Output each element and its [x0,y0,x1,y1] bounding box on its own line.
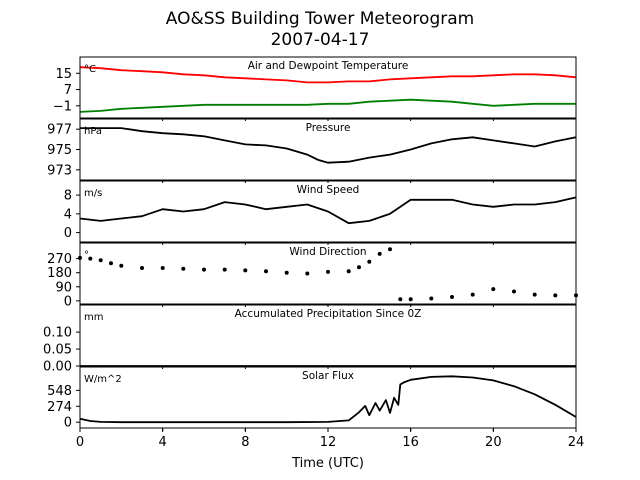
x-tick-label: 12 [320,435,337,450]
y-tick-label: 0.00 [43,360,72,375]
x-tick-label: 20 [485,435,502,450]
data-point [243,268,248,273]
panel-unit: °C [84,64,96,75]
data-point [264,269,268,274]
x-axis: 0 4 8 12 16 20 24 [76,428,584,450]
x-tick-label: 24 [568,435,585,450]
data-point [88,256,93,261]
panel-title: Wind Speed [297,184,360,196]
data-point [181,266,186,271]
data-point [119,263,124,268]
y-tick-label: 0 [64,416,72,431]
data-point [160,266,165,270]
y-tick-label: 977 [47,123,72,138]
y-tick-label: 90 [55,280,72,295]
y-tick-label: 180 [47,266,72,281]
data-point [377,251,382,256]
data-point [346,269,351,274]
x-tick-label: 8 [241,435,249,450]
data-point [140,266,144,270]
data-point [326,269,330,274]
y-tick-label: 270 [47,252,72,267]
panel-unit: mm [84,312,103,323]
panel-unit: m/s [84,188,102,199]
y-tick-label: −1 [53,99,72,114]
panel-unit: hPa [84,126,102,137]
x-tick-label: 0 [76,435,84,450]
data-point [408,297,413,302]
data-point [284,270,289,275]
x-axis-label: Time (UTC) [291,456,364,471]
y-tick-label: 15 [55,67,72,82]
data-point [367,259,372,264]
data-point [512,289,516,294]
y-tick-label: 0 [64,226,72,241]
series-line [79,98,576,113]
panel-title: Air and Dewpoint Temperature [248,60,409,72]
data-point [222,267,227,272]
y-tick-label: 274 [47,400,72,415]
data-point [109,261,113,266]
y-tick-label: 0.05 [43,343,72,358]
panel-title: Accumulated Precipitation Since 0Z [235,308,422,320]
data-point [398,297,403,302]
series-line [79,196,577,225]
y-tick-label: 975 [47,143,72,158]
figure-subtitle: 2007-04-17 [271,30,370,50]
data-point [532,292,537,297]
panel-1: 973 975 977 Pressure hPa [47,118,577,183]
series-line [79,375,577,424]
x-tick-label: 4 [159,435,167,450]
panel-unit: ° [84,250,89,261]
y-tick-label: 0 [64,294,72,309]
data-point [388,247,392,252]
data-point [98,258,103,263]
figure-title: AO&SS Building Tower Meteorogram [166,9,474,29]
panel-title: Pressure [306,122,351,134]
panel-unit: W/m^2 [84,374,122,385]
data-point [491,287,496,292]
panel-title: Solar Flux [302,370,354,382]
y-tick-label: 548 [47,384,72,399]
series-line [79,66,577,84]
y-tick-label: 7 [64,83,72,98]
series-line [80,127,577,164]
data-point [357,265,361,270]
y-tick-label: 4 [64,207,72,222]
y-tick-label: 0.10 [43,326,72,341]
y-tick-label: 973 [47,163,72,178]
data-point [553,293,558,298]
data-point [202,267,206,272]
panel-4: 0.00 0.05 0.10 Accumulated Precipitation Si… [43,304,577,375]
data-point [450,295,454,299]
data-point [305,271,310,276]
data-point [470,292,475,297]
panel-title: Wind Direction [289,246,366,258]
y-tick-label: 8 [64,189,72,204]
panel-2: 0 4 8 Wind Speed m/s [64,180,577,245]
data-point [429,296,434,301]
x-tick-label: 16 [402,435,419,450]
